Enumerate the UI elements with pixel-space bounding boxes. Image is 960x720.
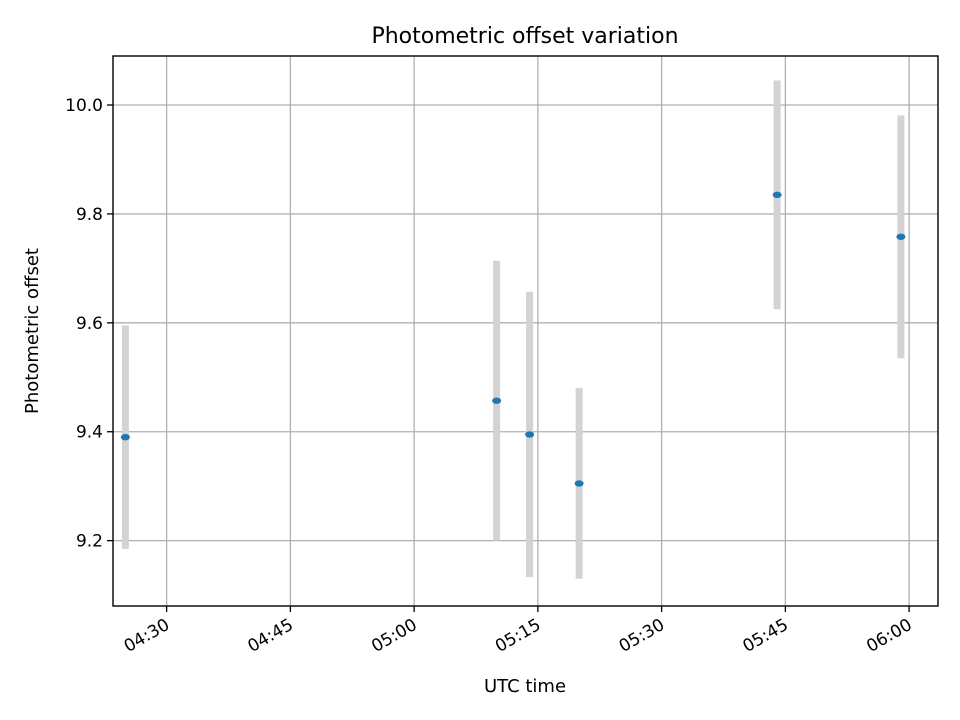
data-point (120, 433, 130, 441)
chart-title: Photometric offset variation (371, 24, 678, 49)
x-axis-label: UTC time (484, 676, 566, 697)
y-tick-label: 9.2 (76, 532, 103, 552)
data-point (896, 233, 906, 240)
y-axis-label: Photometric offset (22, 248, 43, 414)
data-point (574, 480, 584, 487)
y-tick-label: 9.8 (76, 205, 103, 225)
data-point (492, 397, 502, 404)
y-axis: 9.2 9.4 9.6 9.8 10.0 (65, 96, 113, 552)
y-tick-label: 9.6 (76, 314, 103, 334)
y-tick-label: 10.0 (65, 96, 103, 116)
plot-frame (112, 55, 939, 607)
data-point (525, 431, 535, 438)
grid (113, 56, 938, 606)
y-tick-label: 9.4 (76, 423, 103, 443)
data-points (120, 191, 906, 487)
data-point (772, 191, 782, 199)
